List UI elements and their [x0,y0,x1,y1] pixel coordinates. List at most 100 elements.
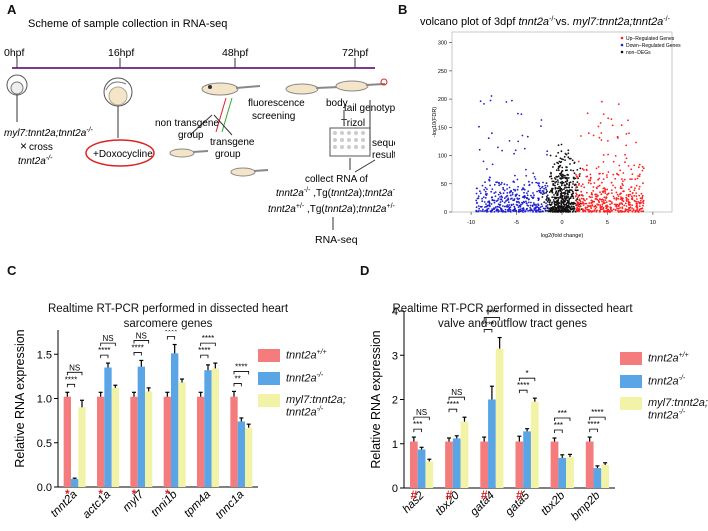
up-regulated-point [613,197,616,200]
embryo-16hpf-icon [103,77,133,138]
down-regulated-point [532,172,535,175]
non-deg-point [562,195,564,197]
down-regulated-point [479,210,481,212]
volcano-xtick-label: -10 [467,220,475,226]
non-deg-point [555,191,557,194]
non-transgene-label-1: non transgene [155,118,219,129]
down-regulated-point [531,204,534,207]
significance-bracket [66,371,83,376]
up-regulated-point [630,168,633,171]
non-deg-point [579,167,582,170]
bar [163,396,171,487]
significance-label: **** [131,343,143,352]
up-regulated-point [628,132,630,135]
down-regulated-point [544,186,547,189]
up-regulated-point [636,202,638,205]
up-regulated-point [633,164,636,167]
up-regulated-point [610,201,613,204]
up-regulated-point [584,202,586,205]
bar [488,399,496,488]
up-regulated-point [587,210,590,213]
up-regulated-point [601,200,603,203]
down-regulated-point [506,192,509,194]
down-regulated-point [498,184,501,187]
non-deg-point [562,177,564,180]
y-tick-label: 3 [392,350,398,362]
volcano-xlabel: log2(fold change) [541,233,584,239]
non-deg-point [556,187,559,190]
up-regulated-point [625,194,628,197]
significance-marker: * [65,487,70,501]
down-regulated-point [495,209,498,212]
non-deg-point [552,211,554,213]
up-regulated-point [586,112,589,115]
down-regulated-point [543,187,545,190]
up-regulated-point [584,209,586,212]
down-regulated-point [525,168,527,171]
significance-label: **** [165,330,177,337]
up-regulated-point [606,188,609,191]
down-regulated-point [477,210,479,213]
up-regulated-point [616,136,619,138]
non-deg-point [566,169,568,172]
down-regulated-point [499,204,501,207]
non-deg-point [550,189,552,192]
significance-bracket [413,416,430,421]
non-deg-point [568,202,570,205]
up-regulated-point [615,197,618,199]
up-regulated-point [602,154,605,156]
down-regulated-point [482,160,485,163]
non-deg-point [559,187,562,190]
up-regulated-point [589,204,592,207]
up-regulated-point [619,207,621,209]
non-deg-point [557,189,560,192]
down-regulated-point [512,203,515,206]
significance-bracket [133,340,150,344]
down-regulated-point [509,194,512,197]
non-deg-point [564,200,566,203]
up-regulated-point [621,206,624,209]
non-deg-point [566,180,568,183]
up-regulated-point [607,140,609,142]
up-regulated-point [599,208,602,211]
up-regulated-point [629,178,631,181]
non-deg-point [576,198,579,201]
up-regulated-point [582,210,585,213]
up-regulated-point [595,193,598,196]
significance-label: NS [136,331,147,340]
down-regulated-point [501,149,503,152]
up-regulated-point [577,160,580,163]
up-regulated-point [618,164,621,167]
bar [104,367,112,487]
rnaseq-label: RNA-seq [315,234,358,246]
up-regulated-point [623,204,626,207]
up-regulated-point [625,144,628,147]
down-regulated-point [508,140,511,142]
non-deg-point [573,207,576,209]
non-deg-point [544,209,547,212]
down-regulated-point [542,181,544,184]
non-deg-point [564,159,566,162]
down-regulated-point [506,184,508,186]
down-regulated-point [514,149,517,152]
significance-label: **** [517,381,529,390]
up-regulated-point [575,193,578,196]
down-regulated-point [489,184,491,187]
up-regulated-point [641,201,644,203]
up-regulated-point [589,173,592,176]
up-regulated-point [597,185,599,188]
non-deg-point [552,166,554,168]
up-regulated-point [627,198,630,201]
transgene-label-1: transgene [210,137,255,148]
timepoint-16hpf: 16hpf [108,47,134,59]
non-deg-point [559,186,561,189]
non-deg-point [554,201,557,204]
up-regulated-point [597,178,599,181]
significance-label: NS [102,334,113,343]
up-regulated-point [626,197,628,200]
up-regulated-point [641,197,643,200]
sequencing-label-1: sequencing [372,138,395,149]
up-regulated-point [620,187,623,190]
up-regulated-point [606,210,609,212]
down-regulated-point [508,204,511,206]
